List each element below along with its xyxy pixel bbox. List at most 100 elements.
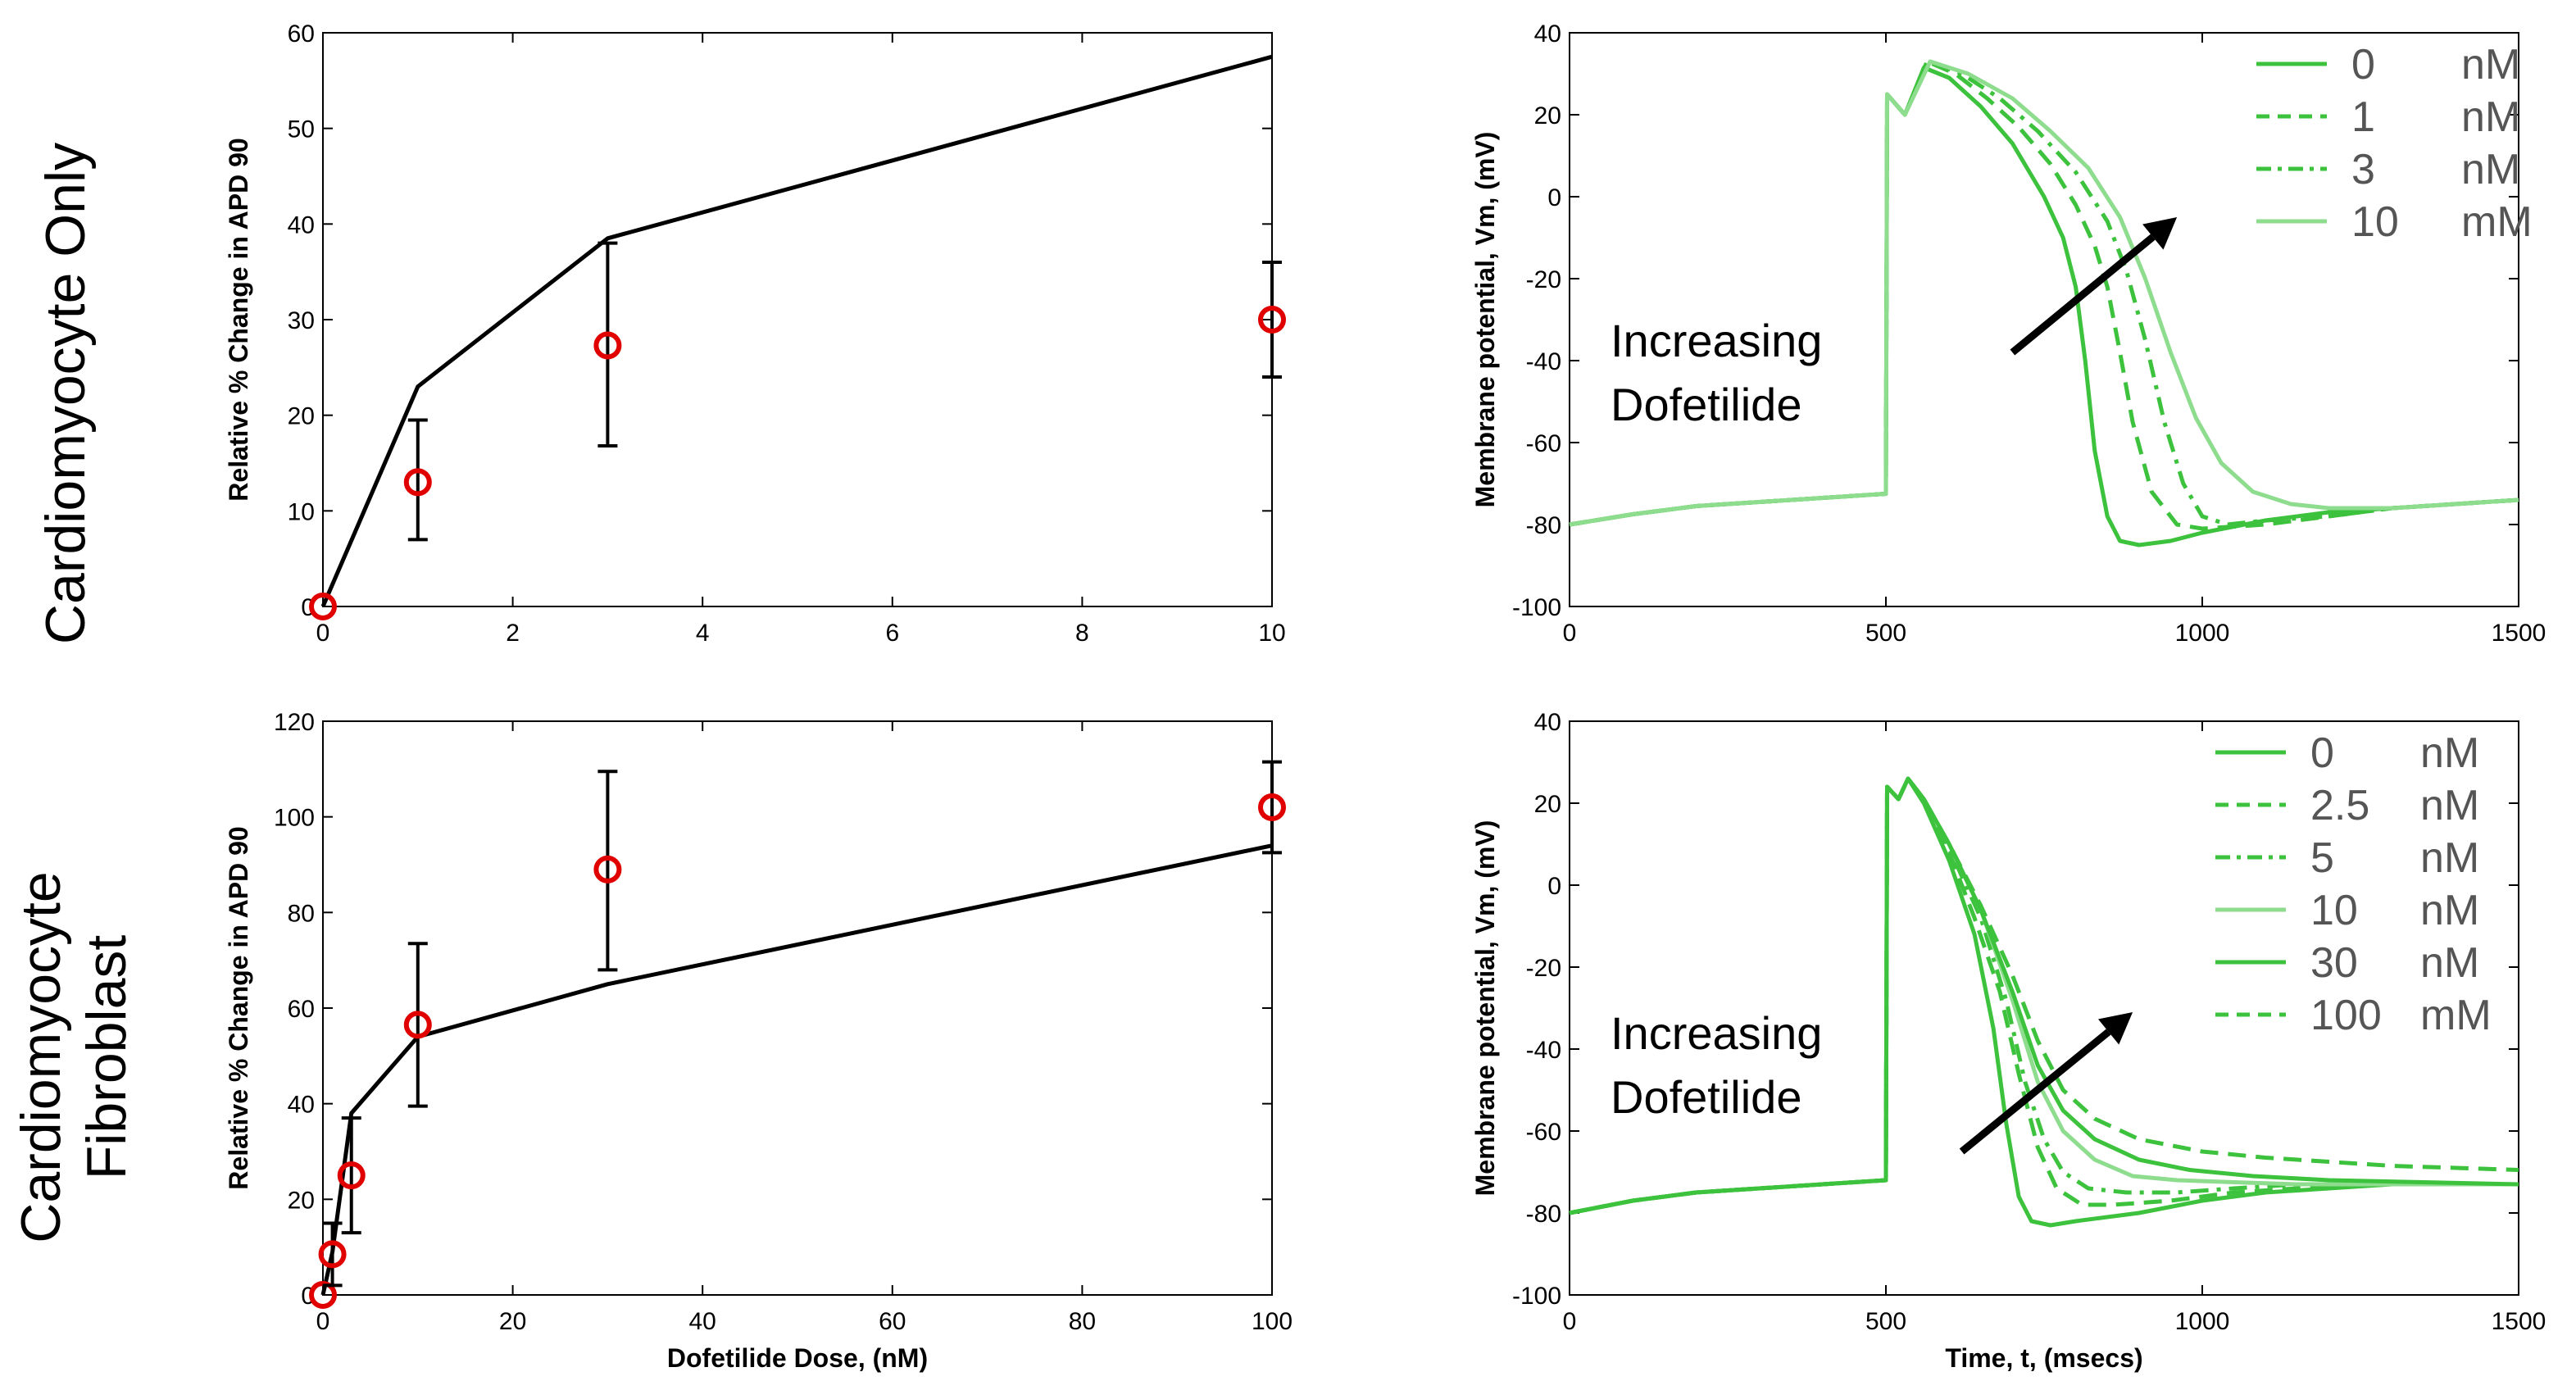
y-tick-label: 0: [1547, 873, 1561, 900]
x-tick-label: 4: [696, 620, 710, 647]
x-tick-label: 8: [1075, 620, 1089, 647]
legend-unit: nM: [2420, 887, 2479, 934]
y-tick-label: -60: [1526, 1119, 1561, 1146]
arrow-shaft: [1959, 1029, 2111, 1155]
arrow-shaft: [2010, 234, 2156, 356]
legend-unit: mM: [2420, 992, 2492, 1039]
x-tick-label: 500: [1865, 1308, 1906, 1335]
annotation-text: Dofetilide: [1611, 379, 1801, 430]
legend-unit: nM: [2420, 834, 2479, 882]
legend-unit: nM: [2420, 782, 2479, 829]
data-marker: [1258, 306, 1286, 334]
data-marker: [309, 1281, 337, 1309]
data-marker: [1258, 793, 1286, 821]
legend-value: 1: [2351, 93, 2375, 141]
row-label-cardiomyocyte-fibroblast: Cardiomyocyte Fibroblast: [0, 871, 148, 1243]
y-tick-label: 40: [288, 1092, 315, 1119]
y-axis-label: Membrane potential, Vm, (mV): [1470, 820, 1500, 1197]
x-tick-label: 80: [1069, 1308, 1096, 1335]
x-tick-label: 1500: [2492, 1308, 2546, 1335]
legend-value: 0: [2351, 41, 2375, 89]
x-tick-label: 1000: [2175, 620, 2230, 647]
y-tick-label: 0: [1547, 184, 1561, 211]
legend-value: 30: [2310, 939, 2358, 987]
y-tick-label: -40: [1526, 1037, 1561, 1064]
plot-frame: [322, 32, 1273, 607]
annotation-text: Increasing: [1611, 1007, 1822, 1059]
x-axis-label: Dofetilide Dose, (nM): [667, 1343, 928, 1373]
data-marker: [318, 1240, 347, 1269]
y-tick-label: 40: [1534, 20, 1561, 48]
y-tick-label: -60: [1526, 430, 1561, 457]
annotation-text: Increasing: [1611, 315, 1822, 366]
series-line: [1569, 59, 2519, 531]
plot-frame: [1569, 720, 2519, 1296]
x-tick-label: 0: [316, 620, 330, 647]
legend-unit: nM: [2420, 729, 2479, 777]
x-tick-label: 0: [1563, 620, 1577, 647]
y-tick-label: 100: [274, 805, 315, 832]
y-tick-label: 30: [288, 307, 315, 334]
series-line: [1569, 776, 2519, 1215]
y-tick-label: -20: [1526, 266, 1561, 293]
y-tick-label: 20: [288, 403, 315, 430]
y-tick-label: 20: [288, 1187, 315, 1214]
row-label-line: Fibroblast: [75, 934, 138, 1180]
y-tick-label: 60: [288, 20, 315, 48]
arrow-head: [2142, 217, 2178, 250]
plot-frame: [1569, 32, 2519, 607]
series-line: [1569, 59, 2519, 527]
x-tick-label: 1500: [2492, 620, 2546, 647]
series-line: [1569, 59, 2519, 527]
model-line: [320, 843, 1273, 1296]
y-tick-label: 40: [288, 211, 315, 238]
y-tick-label: 120: [274, 709, 315, 736]
y-tick-label: 10: [288, 498, 315, 525]
x-tick-label: 60: [879, 1308, 906, 1335]
chart-ap_only: 0 500 1000 1500 -100 -80 -60 -40 -20 0 20 40 Membran…: [1470, 20, 2546, 647]
y-tick-label: 20: [1534, 791, 1561, 818]
data-marker: [403, 468, 432, 497]
legend-unit: nM: [2461, 93, 2520, 141]
annotation-text: Dofetilide: [1611, 1071, 1801, 1123]
x-tick-label: 0: [316, 1308, 330, 1335]
y-tick-label: 40: [1534, 709, 1561, 736]
series-line: [1569, 776, 2519, 1215]
y-axis-label: Relative % Change in APD 90: [224, 138, 253, 501]
row-label-line: Cardiomyocyte Only: [34, 142, 97, 645]
y-tick-label: 60: [288, 996, 315, 1023]
row-label-line: Cardiomyocyte: [10, 871, 72, 1243]
legend-value: 100: [2310, 992, 2382, 1039]
row-label-cardiomyocyte-only: Cardiomyocyte Only: [0, 143, 131, 644]
series-line: [1569, 66, 2519, 547]
y-tick-label: -20: [1526, 955, 1561, 982]
y-axis-label: Membrane potential, Vm, (mV): [1470, 132, 1500, 508]
x-tick-label: 500: [1865, 620, 1906, 647]
model-line: [320, 54, 1273, 607]
y-tick-label: 20: [1534, 102, 1561, 129]
x-tick-label: 20: [499, 1308, 526, 1335]
legend-value: 10: [2351, 198, 2399, 246]
legend-unit: nM: [2461, 41, 2520, 89]
legend-value: 5: [2310, 834, 2334, 882]
y-axis-label: Relative % Change in APD 90: [224, 826, 253, 1189]
x-tick-label: 6: [885, 620, 899, 647]
legend-value: 0: [2310, 729, 2334, 777]
data-marker: [593, 331, 622, 360]
y-tick-label: -80: [1526, 1201, 1561, 1228]
plot-frame: [322, 720, 1273, 1296]
legend-unit: nM: [2420, 939, 2479, 987]
arrow-head: [2097, 1012, 2133, 1045]
x-tick-label: 10: [1258, 620, 1285, 647]
y-tick-label: -80: [1526, 512, 1561, 539]
x-tick-label: 40: [689, 1308, 716, 1335]
data-marker: [337, 1161, 366, 1190]
y-tick-label: -100: [1512, 1283, 1561, 1310]
y-tick-label: -100: [1512, 594, 1561, 621]
x-tick-label: 2: [506, 620, 520, 647]
y-tick-label: -40: [1526, 348, 1561, 375]
legend-value: 10: [2310, 887, 2358, 934]
x-tick-label: 1000: [2175, 1308, 2230, 1335]
